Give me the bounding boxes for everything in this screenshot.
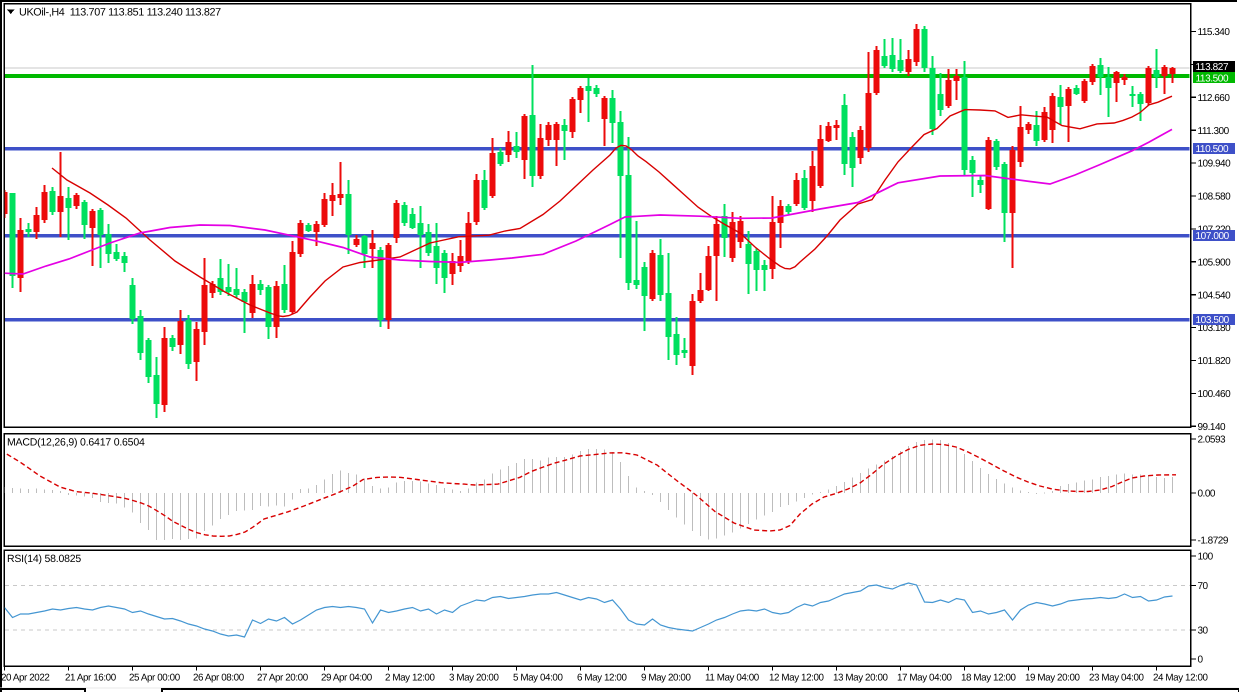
svg-text:23 May 04:00: 23 May 04:00 — [1089, 673, 1145, 684]
svg-text:RSI(14) 58.0825: RSI(14) 58.0825 — [7, 553, 81, 565]
svg-text:18 May 12:00: 18 May 12:00 — [961, 673, 1017, 684]
svg-text:25 Apr 00:00: 25 Apr 00:00 — [129, 673, 181, 684]
svg-text:107.220: 107.220 — [1198, 225, 1232, 236]
svg-text:MACD(12,26,9) 0.6417 0.6504: MACD(12,26,9) 0.6417 0.6504 — [7, 437, 145, 449]
svg-text:115.340: 115.340 — [1198, 27, 1231, 38]
svg-text:103.500: 103.500 — [1196, 315, 1230, 326]
svg-text:UKOil-,H4 113.707 113.851 113: UKOil-,H4 113.707 113.851 113.240 113.82… — [19, 7, 221, 19]
svg-text:113.827: 113.827 — [1196, 62, 1229, 73]
svg-text:12 May 12:00: 12 May 12:00 — [769, 673, 825, 684]
svg-text:29 Apr 04:00: 29 Apr 04:00 — [321, 673, 373, 684]
svg-text:24 May 12:00: 24 May 12:00 — [1153, 673, 1209, 684]
svg-text:9 May 20:00: 9 May 20:00 — [641, 673, 691, 684]
svg-text:111.300: 111.300 — [1198, 126, 1230, 137]
svg-text:3 May 20:00: 3 May 20:00 — [449, 673, 499, 684]
svg-text:13 May 20:00: 13 May 20:00 — [833, 673, 889, 684]
svg-text:0: 0 — [1198, 655, 1204, 666]
svg-text:104.540: 104.540 — [1198, 290, 1232, 301]
svg-text:105.900: 105.900 — [1198, 257, 1232, 268]
svg-text:21 Apr 16:00: 21 Apr 16:00 — [65, 673, 117, 684]
svg-text:112.660: 112.660 — [1198, 93, 1231, 104]
svg-text:30: 30 — [1198, 626, 1209, 637]
svg-text:100: 100 — [1198, 552, 1214, 563]
svg-text:109.940: 109.940 — [1198, 159, 1232, 170]
svg-text:6 May 12:00: 6 May 12:00 — [577, 673, 627, 684]
svg-text:-1.8729: -1.8729 — [1198, 536, 1229, 547]
svg-text:100.460: 100.460 — [1198, 389, 1232, 400]
svg-text:26 Apr 08:00: 26 Apr 08:00 — [193, 673, 245, 684]
svg-text:2.0593: 2.0593 — [1198, 435, 1227, 446]
svg-text:108.580: 108.580 — [1198, 192, 1232, 203]
svg-text:70: 70 — [1198, 581, 1209, 592]
svg-text:99.140: 99.140 — [1198, 422, 1227, 433]
svg-text:107.000: 107.000 — [1196, 231, 1230, 242]
svg-text:19 May 20:00: 19 May 20:00 — [1025, 673, 1081, 684]
svg-text:2 May 12:00: 2 May 12:00 — [385, 673, 435, 684]
svg-text:113.500: 113.500 — [1196, 73, 1229, 84]
svg-text:17 May 04:00: 17 May 04:00 — [897, 673, 953, 684]
svg-text:11 May 04:00: 11 May 04:00 — [705, 673, 760, 684]
svg-text:5 May 04:00: 5 May 04:00 — [513, 673, 563, 684]
svg-text:27 Apr 20:00: 27 Apr 20:00 — [257, 673, 309, 684]
svg-text:101.820: 101.820 — [1198, 356, 1232, 367]
svg-text:103.180: 103.180 — [1198, 323, 1232, 334]
svg-text:20 Apr 2022: 20 Apr 2022 — [1, 673, 49, 684]
svg-text:0.00: 0.00 — [1198, 489, 1216, 500]
svg-text:110.500: 110.500 — [1196, 144, 1229, 155]
